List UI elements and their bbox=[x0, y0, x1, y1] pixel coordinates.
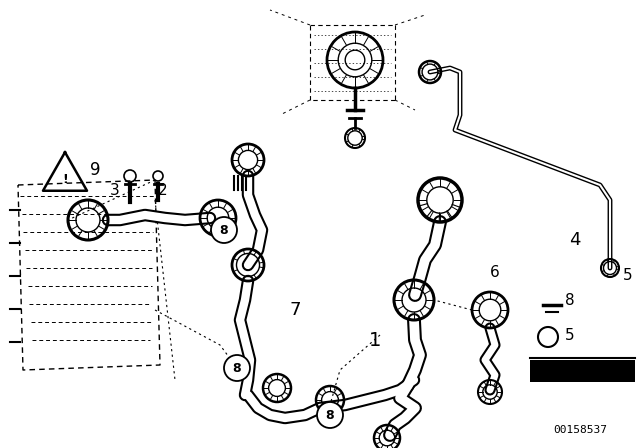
Circle shape bbox=[317, 402, 343, 428]
Text: 6: 6 bbox=[490, 264, 500, 280]
Bar bbox=[530, 360, 635, 382]
Circle shape bbox=[211, 217, 237, 243]
Text: 5: 5 bbox=[565, 327, 575, 343]
Text: 8: 8 bbox=[565, 293, 575, 307]
Text: 8: 8 bbox=[326, 409, 334, 422]
Text: 8: 8 bbox=[233, 362, 241, 375]
Text: 8: 8 bbox=[220, 224, 228, 237]
Text: 4: 4 bbox=[569, 231, 580, 249]
Text: 7: 7 bbox=[289, 301, 301, 319]
Text: 5: 5 bbox=[623, 267, 633, 283]
Text: 3: 3 bbox=[110, 182, 120, 198]
Circle shape bbox=[224, 355, 250, 381]
Text: 00158537: 00158537 bbox=[553, 425, 607, 435]
Text: 9: 9 bbox=[90, 161, 100, 179]
Text: 2: 2 bbox=[158, 182, 168, 198]
Text: 1: 1 bbox=[369, 331, 381, 349]
Text: !: ! bbox=[62, 172, 68, 185]
